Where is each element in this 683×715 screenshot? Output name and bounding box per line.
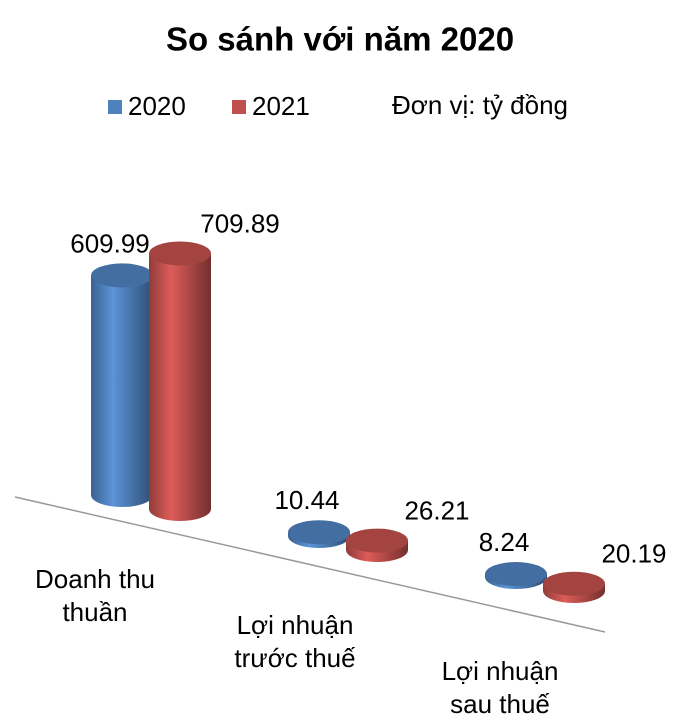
category-label: Lợi nhuận trước thuế <box>234 610 356 673</box>
value-label: 709.89 <box>200 208 280 238</box>
value-label: 20.19 <box>601 539 666 569</box>
value-label: 609.99 <box>70 228 150 258</box>
cylinder-top <box>91 263 153 288</box>
category-label: Lợi nhuận sau thuế <box>441 656 559 715</box>
cylinder-top <box>485 562 547 587</box>
cylinder-top <box>149 241 211 266</box>
cylinder-top <box>288 520 350 545</box>
legend-label: 2021 <box>252 91 310 121</box>
value-label: 10.44 <box>274 485 339 515</box>
legend-label: 2020 <box>128 91 186 121</box>
category-label: Doanh thu thuần <box>35 564 155 627</box>
chart-title: So sánh với năm 2020 <box>166 21 514 58</box>
floor-line <box>14 496 606 633</box>
value-label: 26.21 <box>404 495 469 525</box>
cylinder-top <box>346 528 408 553</box>
value-label: 8.24 <box>479 527 530 557</box>
cylinder-top <box>543 571 605 596</box>
legend-swatch <box>108 100 122 114</box>
unit-label: Đơn vị: tỷ đồng <box>392 90 568 120</box>
cylinder <box>149 253 211 521</box>
legend-swatch <box>232 100 246 114</box>
cylinder <box>91 275 153 507</box>
